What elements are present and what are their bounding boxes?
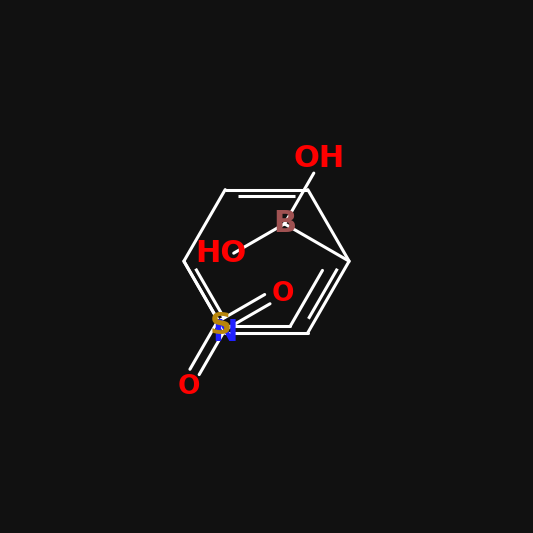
Text: N: N [213,318,238,347]
Text: HO: HO [195,239,246,268]
Text: O: O [178,374,200,400]
Text: B: B [273,209,296,238]
Text: S: S [210,311,232,340]
Text: OH: OH [294,144,345,173]
Text: O: O [272,281,295,307]
